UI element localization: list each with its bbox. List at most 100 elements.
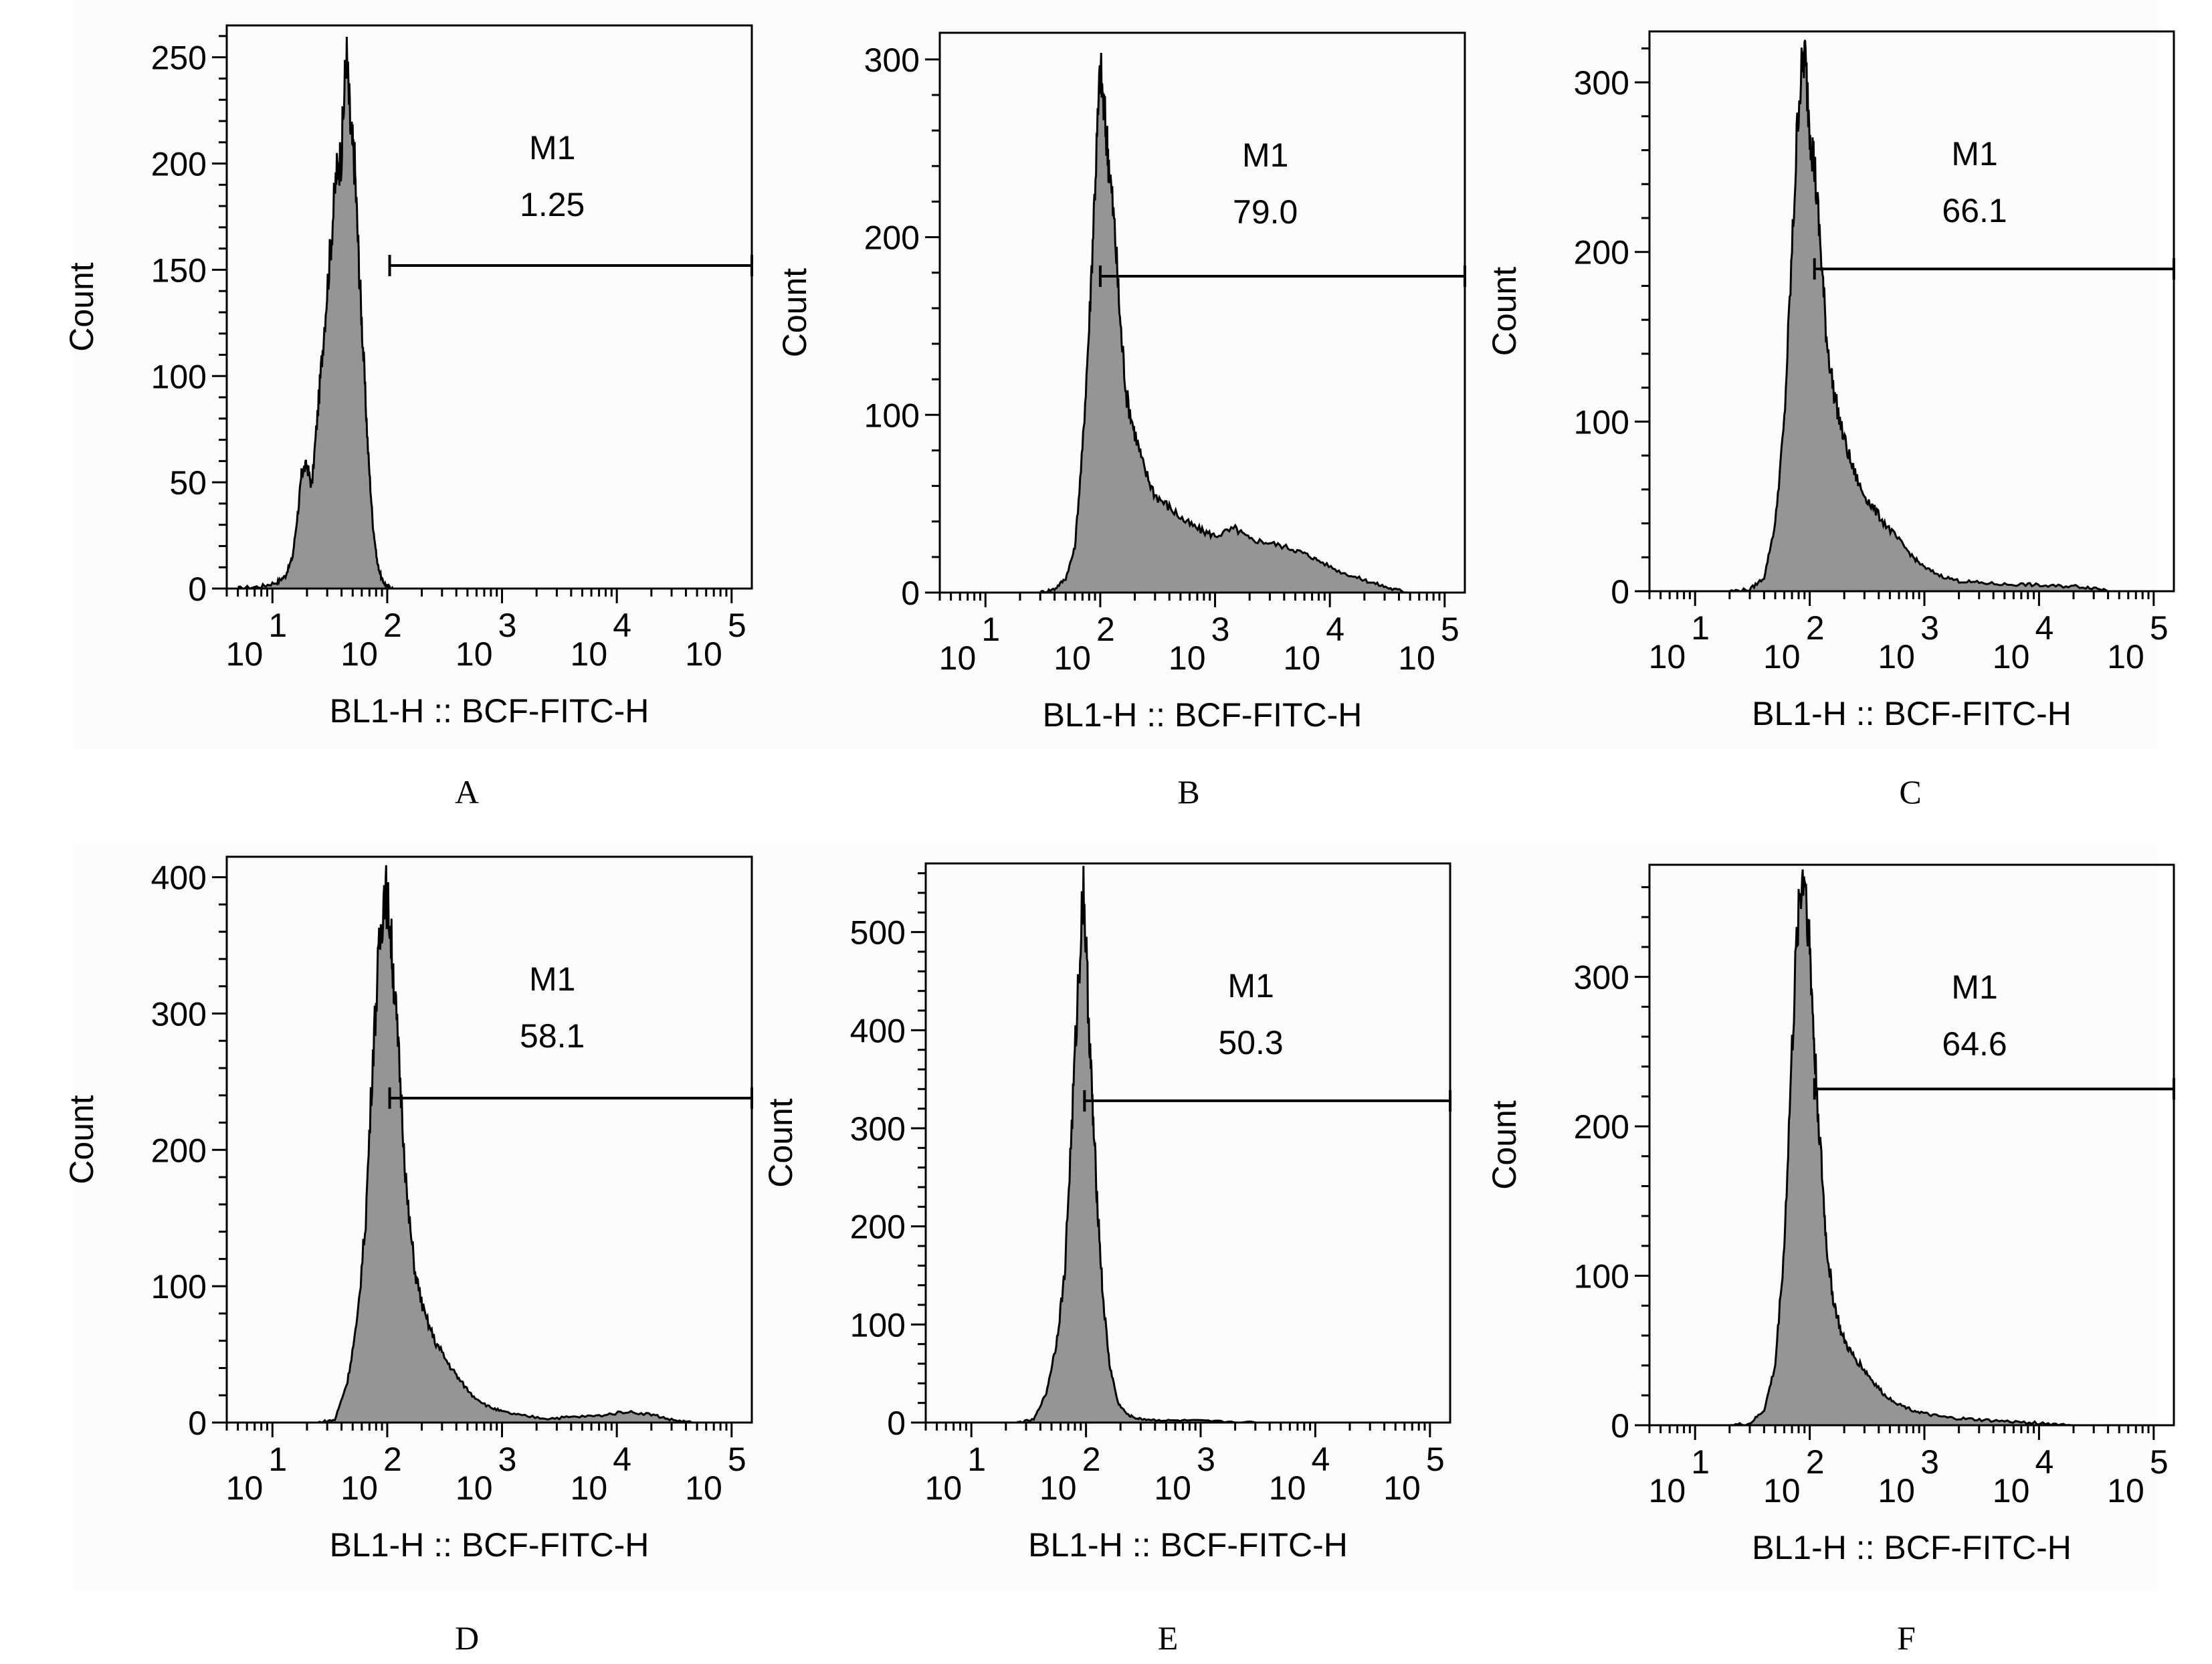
gate-name: M1: [1951, 968, 1997, 1006]
histogram-fill: [1729, 869, 2074, 1425]
x-tick-label-exponent: 1: [268, 607, 287, 644]
y-tick-label: 100: [151, 1268, 207, 1306]
y-tick-label: 200: [1574, 1108, 1629, 1146]
x-tick-label-base: 10: [571, 1469, 608, 1507]
x-tick-label-exponent: 3: [1920, 1443, 1939, 1481]
x-axis-label: BL1-H :: BCF-FITC-H: [1043, 696, 1363, 734]
x-tick-label-exponent: 5: [2150, 1443, 2169, 1481]
x-tick-label-base: 10: [1763, 1472, 1801, 1510]
x-tick-label-exponent: 4: [2035, 609, 2054, 647]
y-tick-label: 0: [188, 1405, 207, 1442]
gate-name: M1: [1227, 967, 1274, 1005]
y-tick-label: 200: [850, 1209, 906, 1246]
gate-name: M1: [1242, 136, 1288, 174]
x-tick-label-base: 10: [340, 635, 378, 673]
x-tick-label-base: 10: [1169, 639, 1206, 677]
gate-percentage: 64.6: [1942, 1025, 2007, 1063]
y-tick-label: 0: [188, 570, 207, 608]
x-tick-label-base: 10: [685, 635, 722, 673]
x-tick-label-base: 10: [226, 635, 264, 673]
panel-label-f: F: [1897, 1619, 1916, 1657]
x-tick-label-base: 10: [1993, 638, 2030, 675]
plot-frame: [225, 855, 753, 1424]
x-tick-label-exponent: 2: [383, 607, 402, 644]
gate-name: M1: [529, 129, 575, 167]
plot-frame: [1648, 30, 2175, 593]
y-tick-label: 200: [1574, 234, 1629, 272]
y-tick-label: 400: [850, 1012, 906, 1049]
y-tick-label: 300: [1574, 64, 1629, 102]
x-tick-label-base: 10: [1383, 1469, 1421, 1507]
x-tick-label-base: 10: [1398, 639, 1435, 677]
x-tick-label-exponent: 3: [498, 1441, 517, 1478]
plot-frame: [924, 862, 1451, 1424]
x-tick-label-exponent: 5: [728, 607, 746, 644]
y-axis-label: Count: [1486, 1100, 1523, 1190]
histogram-fill: [1017, 865, 1255, 1423]
histogram-outline: [318, 865, 693, 1425]
x-tick-label-base: 10: [1039, 1469, 1077, 1507]
panel-label-c: C: [1899, 773, 1922, 811]
gate-name: M1: [529, 960, 575, 998]
x-axis-label: BL1-H :: BCF-FITC-H: [1752, 1529, 2072, 1566]
gate-percentage: 1.25: [520, 186, 585, 223]
histogram-fill: [318, 865, 692, 1423]
x-tick-label-exponent: 4: [2035, 1443, 2054, 1481]
gate-percentage: 66.1: [1942, 192, 2007, 229]
x-tick-label-exponent: 1: [268, 1441, 287, 1478]
histogram-fill: [237, 37, 393, 589]
x-tick-label-exponent: 3: [498, 607, 517, 644]
x-tick-label-exponent: 4: [613, 607, 631, 644]
x-tick-label-exponent: 4: [1326, 611, 1344, 648]
y-tick-label: 100: [151, 358, 207, 395]
y-tick-label: 50: [169, 464, 207, 502]
x-tick-label-base: 10: [226, 1469, 264, 1507]
y-tick-label: 300: [864, 41, 920, 79]
y-axis-label: Count: [776, 268, 813, 358]
y-tick-label: 0: [1611, 1407, 1629, 1445]
x-axis-label: BL1-H :: BCF-FITC-H: [330, 692, 649, 730]
x-tick-label-base: 10: [456, 1469, 493, 1507]
histogram-outline: [237, 36, 394, 590]
x-tick-label-base: 10: [2107, 638, 2144, 675]
y-tick-label: 100: [1574, 1258, 1629, 1295]
x-tick-label-base: 10: [939, 639, 977, 677]
x-tick-label-exponent: 1: [1691, 609, 1710, 647]
x-tick-label-base: 10: [340, 1469, 378, 1507]
y-tick-label: 200: [864, 219, 920, 257]
x-tick-label-exponent: 3: [1920, 609, 1939, 647]
x-tick-label-exponent: 5: [1426, 1441, 1445, 1478]
histogram-outline: [1729, 869, 2074, 1427]
x-tick-label-base: 10: [571, 635, 608, 673]
x-tick-label-exponent: 1: [981, 611, 1000, 648]
y-tick-label: 400: [151, 859, 207, 897]
x-tick-label-base: 10: [1284, 639, 1321, 677]
plot-frame: [938, 31, 1466, 594]
gate-name: M1: [1951, 135, 1997, 173]
x-tick-label-exponent: 5: [728, 1441, 746, 1478]
y-tick-label: 300: [1574, 959, 1629, 997]
y-tick-label: 300: [151, 995, 207, 1033]
x-tick-label-exponent: 3: [1211, 611, 1230, 648]
y-tick-label: 0: [1611, 573, 1629, 611]
x-tick-label-base: 10: [1878, 638, 1915, 675]
y-axis-label: Count: [762, 1098, 799, 1188]
gate-percentage: 58.1: [520, 1017, 585, 1055]
x-tick-label-exponent: 2: [383, 1441, 402, 1478]
histogram-fill: [1729, 39, 2114, 592]
histogram-fill: [1040, 53, 1411, 593]
x-tick-label-base: 10: [1269, 1469, 1306, 1507]
y-tick-label: 200: [151, 1132, 207, 1169]
x-tick-label-base: 10: [456, 635, 493, 673]
plot-frame: [225, 24, 753, 590]
histogram-outline: [1729, 39, 2114, 593]
x-tick-label-base: 10: [1993, 1472, 2030, 1510]
y-tick-label: 100: [850, 1306, 906, 1344]
x-tick-label-base: 10: [685, 1469, 722, 1507]
x-tick-label-exponent: 1: [967, 1441, 986, 1478]
